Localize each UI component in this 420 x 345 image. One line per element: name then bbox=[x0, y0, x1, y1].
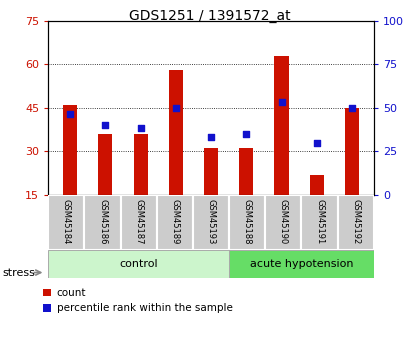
Bar bbox=[63, 105, 77, 195]
Text: GSM45187: GSM45187 bbox=[134, 199, 143, 245]
Point bbox=[243, 131, 249, 137]
Point bbox=[137, 125, 144, 131]
Text: GSM45192: GSM45192 bbox=[351, 199, 360, 245]
Bar bbox=[48, 195, 84, 250]
Bar bbox=[239, 148, 253, 195]
Bar bbox=[98, 134, 113, 195]
Bar bbox=[204, 148, 218, 195]
Text: stress: stress bbox=[2, 268, 35, 277]
Point bbox=[102, 122, 109, 128]
Bar bbox=[84, 195, 121, 250]
Bar bbox=[121, 195, 157, 250]
Bar bbox=[193, 195, 229, 250]
Text: GDS1251 / 1391572_at: GDS1251 / 1391572_at bbox=[129, 9, 291, 23]
Text: acute hypotension: acute hypotension bbox=[250, 259, 353, 269]
Bar bbox=[169, 70, 183, 195]
Point bbox=[173, 105, 179, 110]
Bar bbox=[134, 134, 148, 195]
Text: GSM45190: GSM45190 bbox=[279, 199, 288, 245]
Text: control: control bbox=[119, 259, 158, 269]
Text: GSM45184: GSM45184 bbox=[62, 199, 71, 245]
Bar bbox=[157, 195, 193, 250]
Text: GSM45193: GSM45193 bbox=[207, 199, 215, 245]
Point bbox=[349, 105, 355, 110]
Text: GSM45188: GSM45188 bbox=[243, 199, 252, 245]
Bar bbox=[310, 175, 324, 195]
Bar bbox=[274, 56, 289, 195]
Point bbox=[313, 140, 320, 146]
Bar bbox=[345, 108, 359, 195]
Bar bbox=[302, 195, 338, 250]
Text: GSM45191: GSM45191 bbox=[315, 199, 324, 245]
Bar bbox=[229, 195, 265, 250]
Point bbox=[208, 134, 215, 140]
Text: GSM45186: GSM45186 bbox=[98, 199, 107, 245]
Bar bbox=[229, 250, 374, 278]
Bar bbox=[338, 195, 374, 250]
Point bbox=[67, 111, 74, 116]
Bar bbox=[265, 195, 302, 250]
Point bbox=[278, 99, 285, 105]
Bar bbox=[48, 250, 229, 278]
Legend: count, percentile rank within the sample: count, percentile rank within the sample bbox=[43, 288, 232, 313]
Text: GSM45189: GSM45189 bbox=[171, 199, 179, 245]
